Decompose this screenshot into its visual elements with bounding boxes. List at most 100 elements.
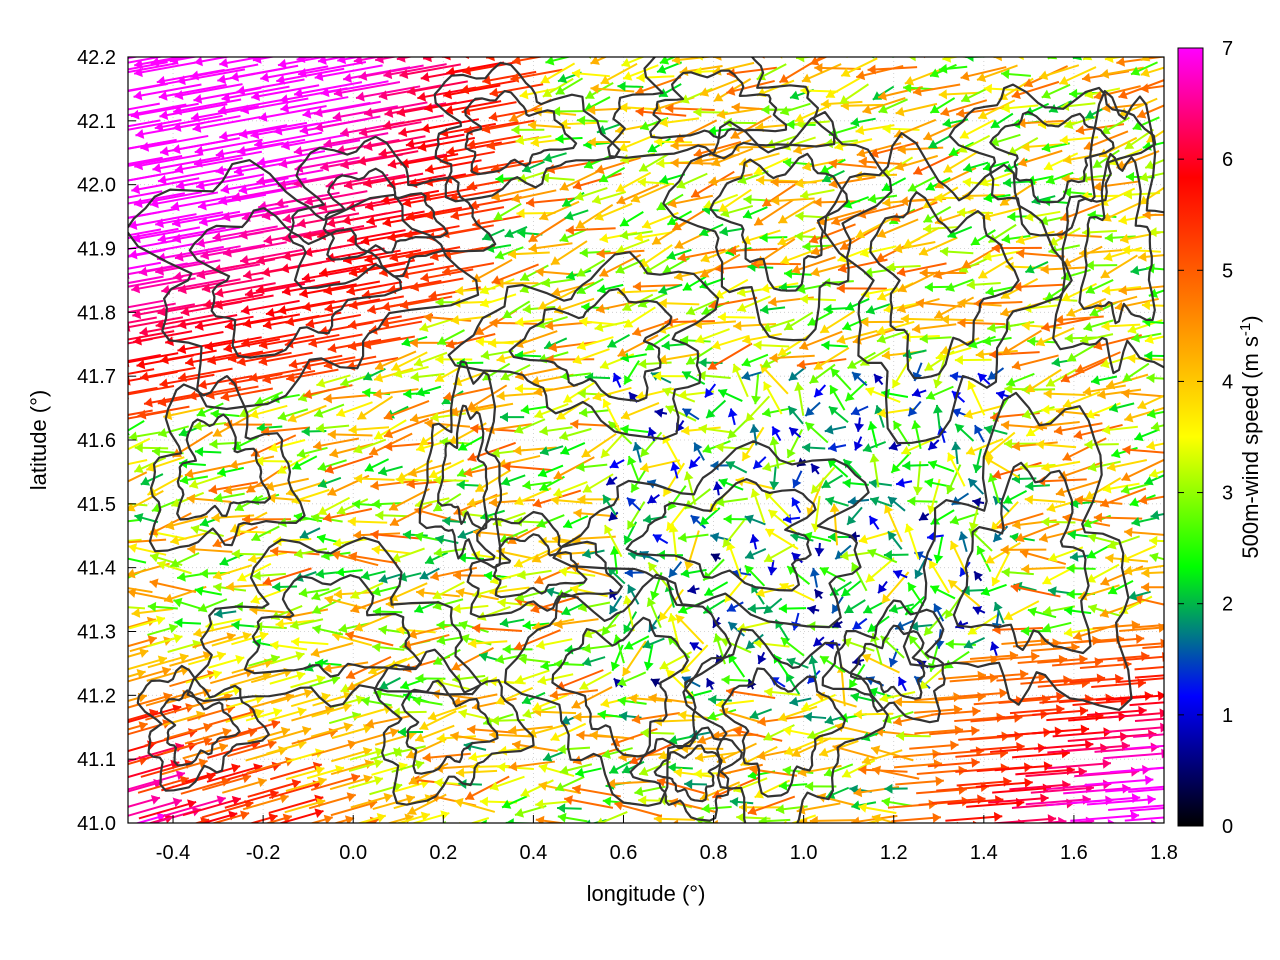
- wind-arrowhead: [888, 441, 899, 451]
- wind-arrowhead: [1161, 748, 1164, 759]
- wind-arrowhead: [93, 269, 102, 279]
- terrain-contour: [1078, 152, 1156, 325]
- wind-arrowhead: [214, 299, 224, 310]
- wind-arrowhead: [370, 529, 379, 540]
- wind-vector: [251, 84, 320, 99]
- wind-vector: [241, 332, 298, 345]
- wind-arrowhead: [789, 427, 799, 437]
- wind-arrowhead: [702, 444, 712, 454]
- wind-arrowhead: [895, 106, 905, 117]
- terrain-contour: [464, 90, 578, 176]
- wind-vector: [1037, 657, 1088, 664]
- wind-vector: [370, 532, 422, 540]
- x-tick-label: 1.8: [1150, 842, 1178, 864]
- wind-arrowhead: [1038, 672, 1047, 683]
- wind-arrowhead: [340, 683, 350, 693]
- wind-arrowhead: [609, 604, 619, 615]
- wind-arrowhead: [749, 534, 760, 544]
- wind-vector: [337, 57, 364, 62]
- wind-arrowhead: [486, 57, 495, 62]
- wind-vector: [895, 779, 944, 786]
- wind-vector: [217, 98, 287, 113]
- wind-arrowhead: [368, 665, 378, 676]
- wind-arrowhead: [194, 57, 203, 67]
- wind-arrowhead: [202, 736, 213, 747]
- terrain-contour: [653, 744, 723, 803]
- wind-arrowhead: [103, 391, 112, 401]
- wind-arrowhead: [982, 336, 992, 346]
- wind-arrowhead: [814, 62, 823, 73]
- wind-vector: [261, 426, 311, 434]
- wind-arrowhead: [118, 110, 127, 120]
- wind-arrowhead: [374, 372, 384, 383]
- wind-vector: [993, 57, 1004, 59]
- wind-vector: [242, 313, 301, 326]
- wind-arrowhead: [624, 567, 633, 578]
- wind-arrowhead: [193, 627, 203, 638]
- wind-arrowhead: [246, 483, 256, 493]
- wind-arrowhead: [291, 494, 301, 505]
- wind-arrowhead: [769, 352, 778, 363]
- terrain-contour: [492, 533, 588, 599]
- wind-arrowhead: [150, 552, 160, 563]
- wind-arrowhead: [1069, 551, 1079, 562]
- wind-arrowhead: [420, 272, 430, 283]
- wind-arrowhead: [761, 359, 772, 368]
- wind-arrowhead: [128, 249, 138, 260]
- wind-arrowhead: [619, 230, 629, 240]
- wind-vector: [159, 349, 217, 362]
- wind-vector: [128, 437, 151, 451]
- wind-arrowhead: [515, 674, 525, 685]
- wind-arrowhead: [1045, 291, 1055, 301]
- wind-arrowhead: [204, 341, 214, 352]
- wind-arrowhead: [882, 197, 891, 208]
- wind-arrowhead: [353, 57, 363, 65]
- terrain-contour: [607, 57, 836, 160]
- wind-arrowhead: [415, 673, 424, 684]
- wind-arrowhead: [726, 86, 736, 96]
- wind-arrowhead: [977, 691, 986, 702]
- wind-arrowhead: [344, 815, 355, 823]
- wind-vector: [314, 64, 383, 79]
- wind-vector: [128, 57, 165, 64]
- wind-arrowhead: [622, 302, 632, 311]
- wind-arrowhead: [316, 533, 326, 544]
- wind-arrowhead: [576, 285, 587, 294]
- wind-arrowhead: [443, 391, 453, 402]
- wind-arrowhead: [157, 174, 167, 185]
- wind-arrowhead: [858, 534, 868, 544]
- wind-arrowhead: [196, 180, 205, 191]
- wind-vector: [193, 818, 210, 823]
- wind-arrowhead: [311, 591, 321, 601]
- wind-arrowhead: [497, 597, 507, 608]
- wind-arrowhead: [293, 145, 303, 156]
- wind-vector: [756, 51, 806, 54]
- wind-arrowhead: [731, 102, 740, 113]
- wind-arrowhead: [346, 792, 356, 802]
- wind-arrowhead: [571, 68, 581, 79]
- wind-arrowhead: [851, 562, 861, 572]
- x-tick-label: 1.0: [790, 842, 818, 864]
- wind-arrowhead: [987, 370, 998, 380]
- wind-arrowhead: [1085, 284, 1096, 294]
- wind-arrowhead: [894, 129, 904, 139]
- wind-arrowhead: [841, 67, 851, 77]
- wind-vector: [513, 629, 561, 650]
- wind-arrowhead: [754, 216, 764, 226]
- wind-arrowhead: [231, 795, 241, 806]
- wind-vector: [665, 107, 715, 112]
- wind-vector: [664, 320, 715, 324]
- wind-arrowhead: [767, 566, 778, 576]
- wind-vector: [912, 151, 960, 175]
- wind-arrowhead: [279, 793, 289, 804]
- wind-arrowhead: [639, 162, 649, 172]
- wind-vector: [931, 797, 986, 805]
- wind-vector: [428, 286, 481, 298]
- wind-arrowhead: [237, 356, 246, 367]
- wind-arrowhead: [384, 108, 394, 118]
- wind-arrowhead: [884, 504, 894, 515]
- terrain-contour: [1052, 90, 1164, 375]
- wind-arrowhead: [557, 812, 567, 823]
- wind-arrowhead: [435, 373, 445, 382]
- wind-arrowhead: [414, 531, 424, 542]
